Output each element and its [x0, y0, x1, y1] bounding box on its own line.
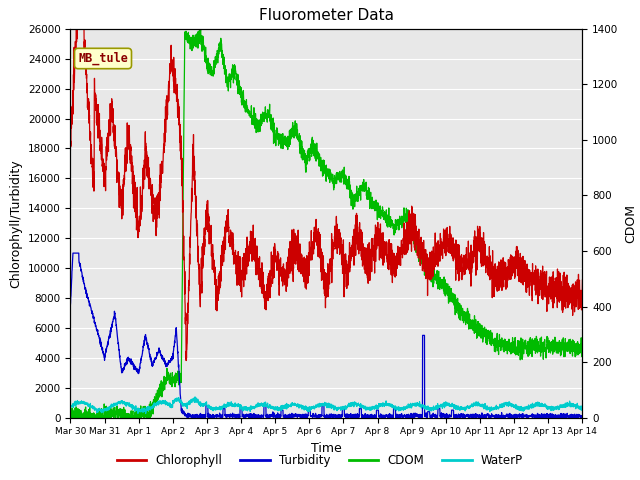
Y-axis label: CDOM: CDOM	[624, 204, 637, 243]
Title: Fluorometer Data: Fluorometer Data	[259, 9, 394, 24]
Legend: Chlorophyll, Turbidity, CDOM, WaterP: Chlorophyll, Turbidity, CDOM, WaterP	[112, 449, 528, 472]
Y-axis label: Chlorophyll/Turbidity: Chlorophyll/Turbidity	[10, 159, 22, 288]
X-axis label: Time: Time	[311, 442, 342, 455]
Text: MB_tule: MB_tule	[78, 52, 128, 65]
